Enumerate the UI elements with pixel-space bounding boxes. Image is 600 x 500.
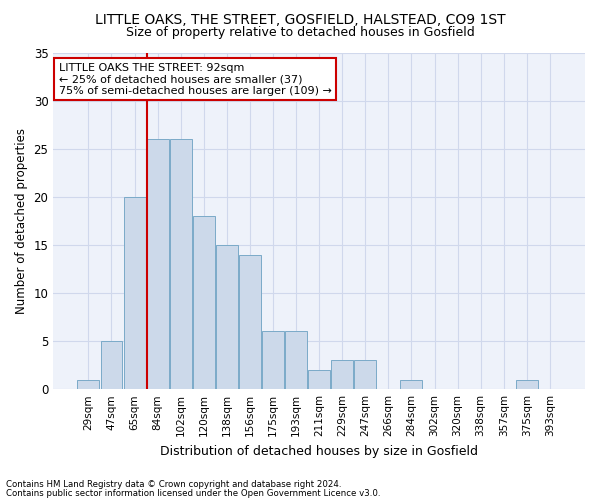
Bar bbox=[170, 139, 191, 389]
Bar bbox=[516, 380, 538, 389]
Text: Contains public sector information licensed under the Open Government Licence v3: Contains public sector information licen… bbox=[6, 488, 380, 498]
Bar bbox=[101, 341, 122, 389]
Bar bbox=[331, 360, 353, 389]
Bar bbox=[124, 197, 146, 389]
Bar bbox=[400, 380, 422, 389]
Bar bbox=[77, 380, 100, 389]
Bar bbox=[146, 139, 169, 389]
Text: Contains HM Land Registry data © Crown copyright and database right 2024.: Contains HM Land Registry data © Crown c… bbox=[6, 480, 341, 489]
Bar bbox=[355, 360, 376, 389]
Bar bbox=[308, 370, 330, 389]
Text: LITTLE OAKS, THE STREET, GOSFIELD, HALSTEAD, CO9 1ST: LITTLE OAKS, THE STREET, GOSFIELD, HALST… bbox=[95, 12, 505, 26]
Bar bbox=[262, 332, 284, 389]
Bar bbox=[239, 254, 261, 389]
Bar bbox=[216, 245, 238, 389]
X-axis label: Distribution of detached houses by size in Gosfield: Distribution of detached houses by size … bbox=[160, 444, 478, 458]
Text: Size of property relative to detached houses in Gosfield: Size of property relative to detached ho… bbox=[125, 26, 475, 39]
Y-axis label: Number of detached properties: Number of detached properties bbox=[15, 128, 28, 314]
Text: LITTLE OAKS THE STREET: 92sqm
← 25% of detached houses are smaller (37)
75% of s: LITTLE OAKS THE STREET: 92sqm ← 25% of d… bbox=[59, 62, 331, 96]
Bar bbox=[193, 216, 215, 389]
Bar bbox=[285, 332, 307, 389]
